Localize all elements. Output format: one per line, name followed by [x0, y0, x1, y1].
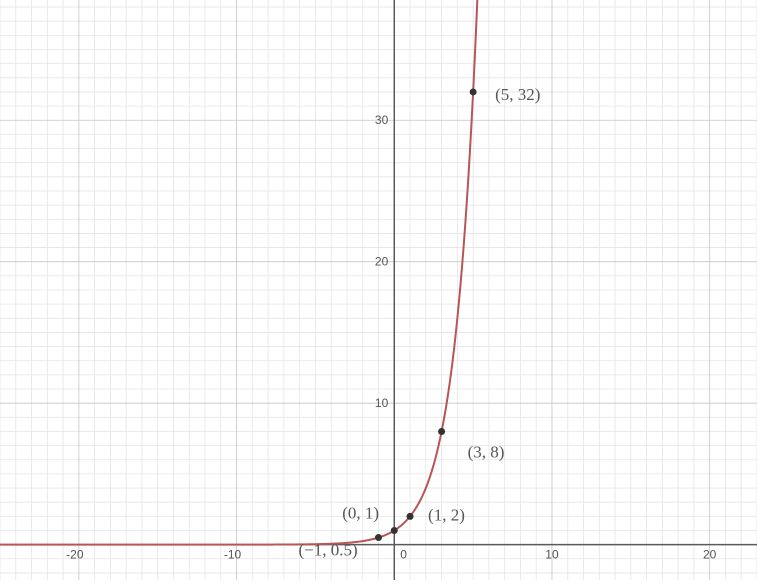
- y-tick-label: 30: [375, 113, 389, 127]
- x-tick-label: -20: [66, 548, 84, 562]
- point-label: (1, 2): [428, 505, 465, 524]
- point-label: (3, 8): [468, 442, 505, 461]
- x-tick-label: 20: [703, 548, 717, 562]
- data-point: [438, 428, 445, 435]
- data-point: [391, 527, 398, 534]
- exponential-chart: -20 -10 0 10 20 10 20 30 (−1, 0.5) (0, 1) (1, 2) (3…: [0, 0, 757, 580]
- y-tick-label: 20: [375, 255, 389, 269]
- data-point: [375, 534, 382, 541]
- x-tick-label: 0: [400, 548, 407, 562]
- point-label: (5, 32): [495, 85, 540, 104]
- x-tick-label: 10: [545, 548, 559, 562]
- y-tick-label: 10: [375, 396, 389, 410]
- point-label: (0, 1): [342, 503, 379, 522]
- data-point: [470, 88, 477, 95]
- point-label: (−1, 0.5): [299, 541, 358, 560]
- x-tick-label: -10: [224, 548, 242, 562]
- data-point: [407, 513, 414, 520]
